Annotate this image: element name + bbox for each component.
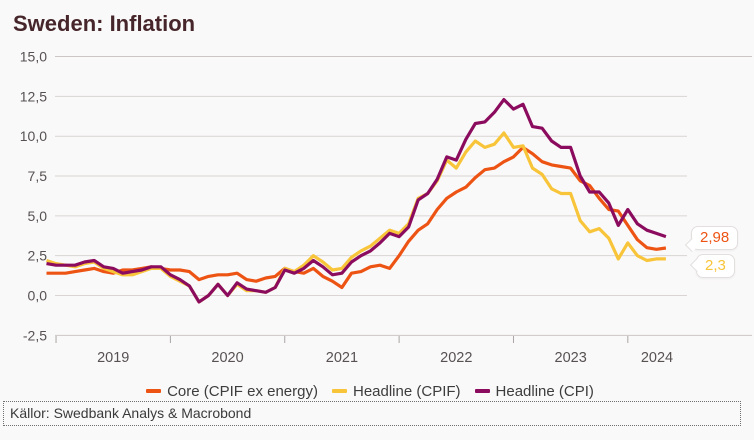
y-axis-tick-label: 10,0	[20, 128, 47, 144]
source-note-box: Källor: Swedbank Analys & Macrobond	[3, 401, 741, 426]
x-axis-year-label: 2022	[440, 350, 472, 366]
last-value-callout-cpif: 2,3	[689, 254, 735, 278]
y-axis-tick-label: 5,0	[28, 208, 48, 224]
y-axis-tick-label: 15,0	[20, 49, 47, 65]
callout-value-cpif: 2,3	[705, 257, 726, 274]
callout-value-core: 2,98	[700, 229, 730, 246]
x-axis-year-label: 2023	[555, 350, 587, 366]
last-value-callout-core: 2,98	[684, 226, 739, 253]
y-axis-tick-label: 7,5	[28, 168, 48, 184]
legend-label-cpif: Headline (CPIF)	[352, 382, 461, 400]
legend-item-cpi: Headline (CPI)	[474, 382, 594, 400]
x-axis-year-label: 2024	[641, 350, 673, 366]
x-axis-year-label: 2021	[326, 350, 358, 366]
series-line-core	[46, 145, 667, 290]
legend-item-core: Core (CPIF ex energy)	[146, 383, 318, 400]
y-axis-tick-label: 12,5	[20, 88, 47, 104]
source-note-text: Källor: Swedbank Analys & Macrobond	[10, 405, 252, 421]
legend-dash-cpif-icon	[331, 389, 347, 393]
y-axis-tick-label: 2,5	[28, 248, 48, 264]
x-axis-year-label: 2019	[97, 350, 129, 366]
chart-title: Sweden: Inflation	[13, 11, 196, 36]
legend-item-cpif: Headline (CPIF)	[331, 382, 461, 400]
y-axis-tick-label: 0,0	[28, 288, 48, 304]
legend-label-cpi: Headline (CPI)	[495, 382, 594, 400]
series-line-cpi	[46, 97, 667, 304]
legend-dash-cpi-icon	[474, 389, 490, 393]
legend-dash-core-icon	[146, 389, 162, 393]
x-axis-year-label: 2020	[211, 350, 243, 366]
chart-legend: Core (CPIF ex energy) Headline (CPIF) He…	[50, 381, 690, 401]
y-axis-tick-label: -2,5	[23, 327, 47, 343]
legend-label-core: Core (CPIF ex energy)	[167, 382, 318, 400]
